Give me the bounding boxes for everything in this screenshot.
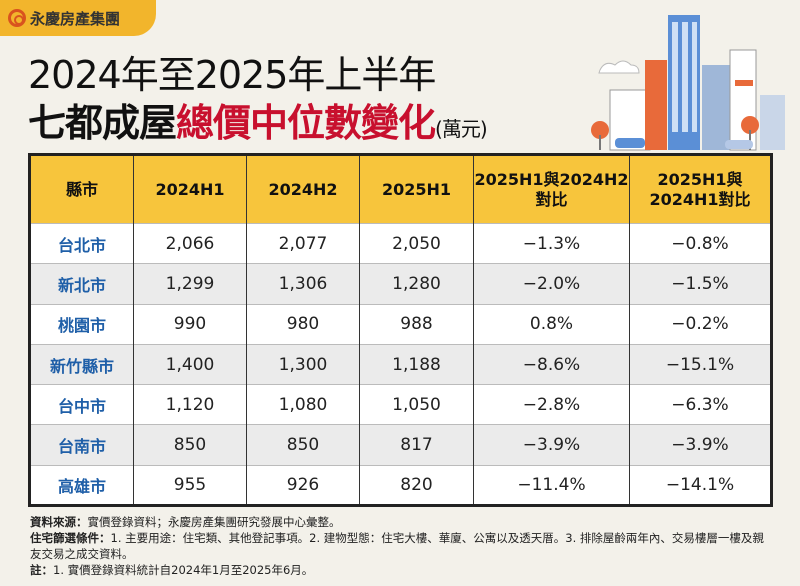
price-table: 縣市 2024H1 2024H2 2025H1 2025H1與2024H2對比 … xyxy=(28,153,773,508)
value-cell: 990 xyxy=(133,303,247,345)
value-cell: 817 xyxy=(359,424,474,466)
value-cell: 955 xyxy=(133,464,247,506)
value-cell: −1.5% xyxy=(629,263,772,305)
table-row: 高雄市 955 926 820 −11.4% −14.1% xyxy=(29,464,772,506)
logo: 永慶房產集團 xyxy=(0,0,156,36)
value-cell: 2,066 xyxy=(133,222,247,264)
value-cell: 980 xyxy=(246,303,360,345)
col-header: 縣市 xyxy=(29,154,134,224)
city-cell: 新北市 xyxy=(29,263,134,305)
city-cell: 新竹縣市 xyxy=(29,343,134,385)
col-header: 2025H1與2024H1對比 xyxy=(629,154,772,224)
note-text: 1. 實價登錄資料統計自2024年1月至2025年6月。 xyxy=(53,563,314,577)
value-cell: 1,300 xyxy=(246,343,360,385)
value-cell: 1,120 xyxy=(133,384,247,425)
city-cell: 高雄市 xyxy=(29,464,134,506)
city-cell: 台北市 xyxy=(29,222,134,264)
table-header: 縣市 2024H1 2024H2 2025H1 2025H1與2024H2對比 … xyxy=(29,154,772,224)
table-row: 桃園市 990 980 988 0.8% −0.2% xyxy=(29,303,772,345)
value-cell: 850 xyxy=(246,424,360,466)
value-cell: 0.8% xyxy=(473,303,630,345)
value-cell: 1,299 xyxy=(133,263,247,305)
value-cell: 2,050 xyxy=(359,222,474,264)
note-label: 註： xyxy=(30,563,53,577)
title-black: 七都成屋 xyxy=(28,101,177,145)
value-cell: 820 xyxy=(359,464,474,506)
value-cell: 1,400 xyxy=(133,343,247,385)
value-cell: −11.4% xyxy=(473,464,630,506)
value-cell: 988 xyxy=(359,303,474,345)
title-line2: 七都成屋總價中位數變化(萬元) xyxy=(28,92,488,147)
source-label: 資料來源： xyxy=(30,515,88,529)
value-cell: −0.2% xyxy=(629,303,772,345)
value-cell: 850 xyxy=(133,424,247,466)
filter-label: 住宅篩選條件： xyxy=(30,531,111,545)
logo-text: 永慶房產集團 xyxy=(30,9,121,28)
value-cell: 1,306 xyxy=(246,263,360,305)
filter-text: 1. 主要用途：住宅類、其他登記事項。2. 建物型態：住宅大樓、華廈、公寓以及透… xyxy=(30,531,764,561)
value-cell: −15.1% xyxy=(629,343,772,385)
city-illustration xyxy=(591,15,785,151)
value-cell: −2.8% xyxy=(473,384,630,425)
value-cell: 1,280 xyxy=(359,263,474,305)
city-cell: 台中市 xyxy=(29,384,134,425)
value-cell: 1,080 xyxy=(246,384,360,425)
value-cell: −1.3% xyxy=(473,222,630,264)
footer: 資料來源：實價登錄資料；永慶房產集團研究發展中心彙整。 住宅篩選條件：1. 主要… xyxy=(30,514,775,578)
value-cell: 2,077 xyxy=(246,222,360,264)
value-cell: −6.3% xyxy=(629,384,772,425)
table-row: 新北市 1,299 1,306 1,280 −2.0% −1.5% xyxy=(29,263,772,305)
value-cell: 1,050 xyxy=(359,384,474,425)
table-row: 台北市 2,066 2,077 2,050 −1.3% −0.8% xyxy=(29,222,772,264)
table-row: 台中市 1,120 1,080 1,050 −2.8% −6.3% xyxy=(29,384,772,425)
city-cell: 桃園市 xyxy=(29,303,134,345)
title-unit: (萬元) xyxy=(435,117,488,141)
value-cell: −0.8% xyxy=(629,222,772,264)
value-cell: 1,188 xyxy=(359,343,474,385)
value-cell: 926 xyxy=(246,464,360,506)
col-header: 2025H1 xyxy=(359,154,474,224)
title-red: 總價中位數變化 xyxy=(176,101,436,145)
col-header: 2025H1與2024H2對比 xyxy=(473,154,630,224)
table-row: 台南市 850 850 817 −3.9% −3.9% xyxy=(29,424,772,466)
source-text: 實價登錄資料；永慶房產集團研究發展中心彙整。 xyxy=(87,515,341,529)
table-row: 新竹縣市 1,400 1,300 1,188 −8.6% −15.1% xyxy=(29,343,772,385)
col-header: 2024H1 xyxy=(133,154,247,224)
value-cell: −2.0% xyxy=(473,263,630,305)
title-line1: 2024年至2025年上半年 xyxy=(28,53,436,97)
logo-icon xyxy=(8,9,26,27)
value-cell: −3.9% xyxy=(473,424,630,466)
value-cell: −3.9% xyxy=(629,424,772,466)
col-header: 2024H2 xyxy=(246,154,360,224)
value-cell: −8.6% xyxy=(473,343,630,385)
city-cell: 台南市 xyxy=(29,424,134,466)
value-cell: −14.1% xyxy=(629,464,772,506)
